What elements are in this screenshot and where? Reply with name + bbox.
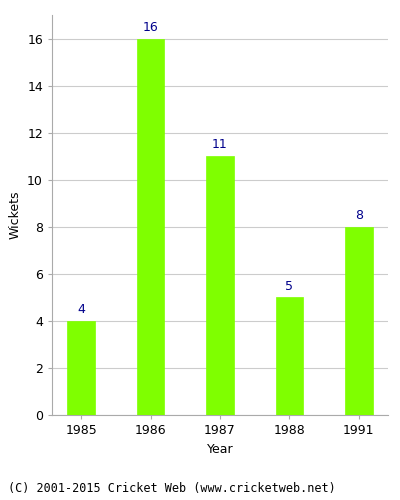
Y-axis label: Wickets: Wickets: [8, 190, 22, 240]
Text: 16: 16: [143, 21, 158, 34]
Text: 11: 11: [212, 138, 228, 151]
Text: 5: 5: [286, 280, 294, 292]
Bar: [276, 298, 303, 415]
X-axis label: Year: Year: [207, 442, 233, 456]
Bar: [345, 227, 373, 415]
Bar: [137, 38, 164, 415]
Text: (C) 2001-2015 Cricket Web (www.cricketweb.net): (C) 2001-2015 Cricket Web (www.cricketwe…: [8, 482, 336, 495]
Text: 4: 4: [77, 303, 85, 316]
Bar: [67, 321, 95, 415]
Bar: [206, 156, 234, 415]
Text: 8: 8: [355, 209, 363, 222]
